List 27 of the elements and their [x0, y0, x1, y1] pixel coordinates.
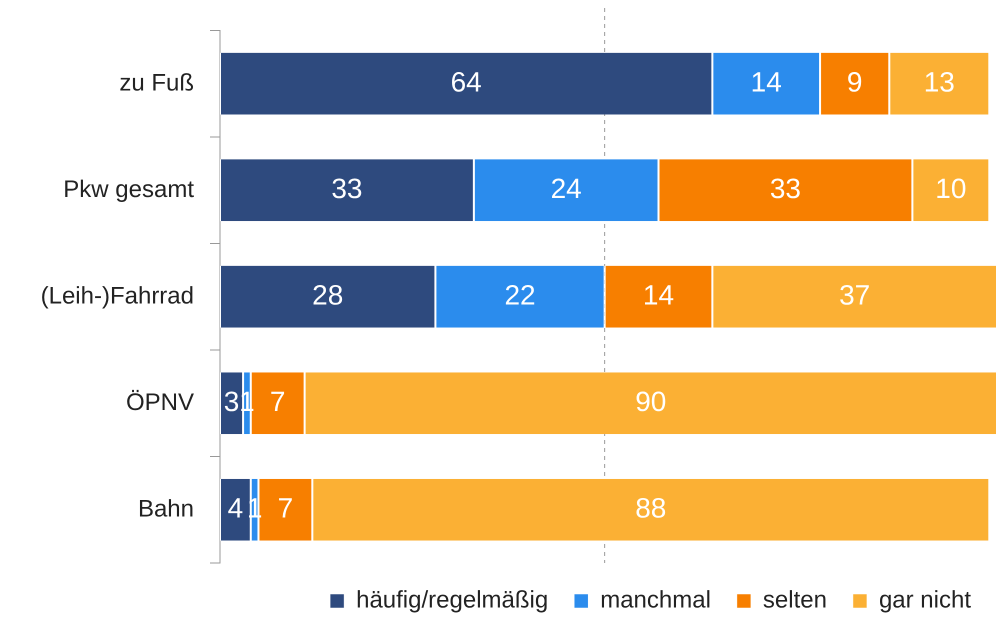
- data-label: 90: [635, 386, 666, 417]
- data-label: 37: [839, 279, 870, 310]
- y-tick-label: zu Fuß: [119, 69, 194, 96]
- y-tick-label: (Leih-)Fahrrad: [40, 282, 194, 310]
- data-label: 4: [228, 492, 244, 524]
- legend-label: selten: [762, 586, 827, 614]
- data-label: 7: [270, 386, 286, 417]
- data-label: 14: [642, 279, 674, 310]
- y-tick-label: Bahn: [138, 495, 194, 522]
- data-label: 10: [935, 172, 966, 204]
- data-label: 33: [770, 172, 802, 204]
- y-tick-label: ÖPNV: [126, 388, 194, 416]
- legend-label: manchmal: [600, 586, 711, 614]
- data-label: 88: [635, 492, 666, 524]
- data-label: 33: [331, 172, 363, 204]
- data-label: 14: [750, 66, 782, 98]
- data-label: 22: [504, 279, 536, 310]
- data-label: 28: [312, 279, 344, 310]
- data-label: 7: [278, 492, 294, 524]
- y-tick-label: Pkw gesamt: [63, 176, 194, 203]
- legend-label: gar nicht: [878, 586, 972, 614]
- data-label: 64: [450, 66, 482, 98]
- data-label: 3: [224, 386, 240, 417]
- legend-label: häufig/regelmäßig: [356, 586, 548, 614]
- data-label: 24: [550, 172, 582, 204]
- data-label: 13: [924, 66, 955, 98]
- data-label: 9: [846, 66, 862, 98]
